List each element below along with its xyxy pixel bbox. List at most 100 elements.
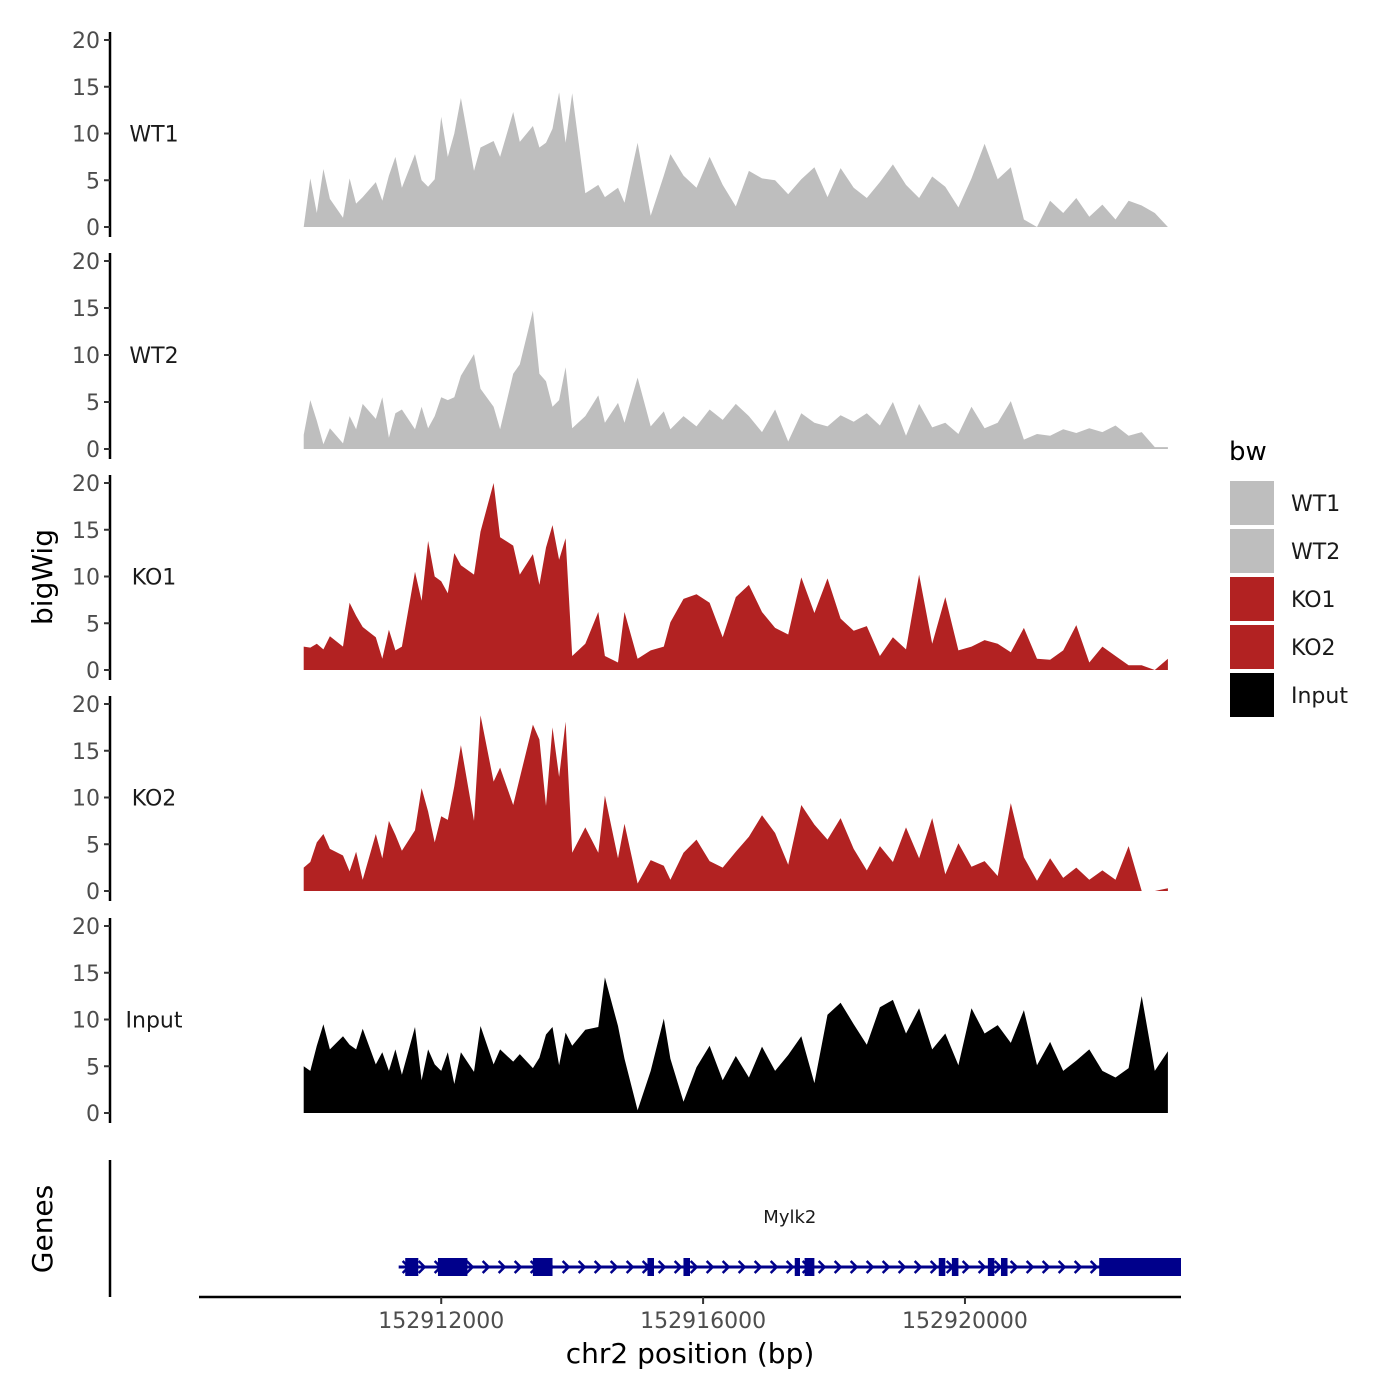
- strand-arrow: [1057, 1260, 1067, 1274]
- legend-label: Input: [1291, 684, 1348, 709]
- strand-arrow: [993, 1260, 1003, 1274]
- legend-entry-input: Input: [1228, 671, 1348, 719]
- strand-arrow: [577, 1260, 587, 1274]
- y-tick-label: 5: [86, 1055, 100, 1080]
- y-tick-label: 10: [72, 566, 100, 591]
- legend-swatch: [1228, 671, 1276, 719]
- strand-arrow: [865, 1260, 875, 1274]
- y-tick-label: 15: [72, 297, 100, 322]
- gene-mylk2: Mylk2: [398, 1207, 1181, 1276]
- strand-arrow: [513, 1260, 523, 1274]
- strand-arrow: [497, 1260, 507, 1274]
- y-tick-label: 0: [86, 880, 100, 905]
- exon: [951, 1258, 959, 1276]
- strand-arrow: [737, 1260, 747, 1274]
- strand-arrow: [881, 1260, 891, 1274]
- track-label-ko1: KO1: [132, 566, 177, 591]
- strand-arrow: [465, 1260, 475, 1274]
- area-ko2: [303, 715, 1168, 891]
- strand-arrow: [689, 1260, 699, 1274]
- legend-label: KO1: [1291, 588, 1336, 613]
- strand-arrow: [1089, 1260, 1099, 1274]
- area-ko1: [303, 483, 1168, 670]
- strand-arrow: [817, 1260, 827, 1274]
- legend-title: bw: [1229, 437, 1267, 467]
- track-label-wt2: WT2: [129, 344, 178, 369]
- y-axis-title: bigWig: [26, 529, 59, 625]
- y-tick-label: 10: [72, 123, 100, 148]
- exon: [683, 1258, 690, 1276]
- y-tick-label: 15: [72, 76, 100, 101]
- strand-arrow: [785, 1260, 795, 1274]
- strand-arrow: [417, 1260, 427, 1274]
- y-tick-label: 20: [72, 915, 100, 940]
- strand-arrow: [849, 1260, 859, 1274]
- legend-label: WT2: [1291, 540, 1340, 565]
- exon: [437, 1258, 468, 1276]
- exon: [532, 1258, 553, 1276]
- x-tick-label: 152916000: [640, 1309, 766, 1334]
- track-ko2: 0 5 10 15 20 KO2: [72, 693, 1168, 905]
- track-label-input: Input: [126, 1009, 183, 1034]
- strand-arrow: [1041, 1260, 1051, 1274]
- track-input: 0 5 10 15 20 Input: [72, 915, 1168, 1127]
- y-tick-label: 20: [72, 472, 100, 497]
- strand-arrow: [705, 1260, 715, 1274]
- y-tick-label: 20: [72, 250, 100, 275]
- x-axis: 152912000 152916000 152920000: [199, 1295, 1181, 1334]
- legend-swatch: [1228, 575, 1276, 623]
- exon: [405, 1258, 419, 1276]
- genes-track: Mylk2: [108, 1160, 1181, 1297]
- y-tick-label: 10: [72, 1009, 100, 1034]
- y-tick-label: 15: [72, 519, 100, 544]
- strand-arrow: [481, 1260, 491, 1274]
- strand-arrow: [913, 1260, 923, 1274]
- y-tick-label: 0: [86, 438, 100, 463]
- strand-arrow: [609, 1260, 619, 1274]
- strand-arrow: [1009, 1260, 1019, 1274]
- exon: [1000, 1258, 1008, 1276]
- legend-label: KO2: [1291, 636, 1336, 661]
- y-tick-label: 10: [72, 787, 100, 812]
- y-tick-label: 5: [86, 833, 100, 858]
- area-input: [303, 977, 1168, 1113]
- exon: [804, 1258, 815, 1276]
- strand-arrow: [561, 1260, 571, 1274]
- strand-arrow: [625, 1260, 635, 1274]
- strand-arrow: [961, 1260, 971, 1274]
- y-tick-label: 5: [86, 612, 100, 637]
- legend-entry-ko2: KO2: [1228, 623, 1336, 671]
- strand-arrow: [753, 1260, 763, 1274]
- legend-entry-wt1: WT1: [1228, 479, 1340, 527]
- legend-entry-wt2: WT2: [1228, 527, 1340, 575]
- strand-arrow: [657, 1260, 667, 1274]
- strand-arrow: [929, 1260, 939, 1274]
- strand-arrow: [769, 1260, 779, 1274]
- exon: [938, 1258, 946, 1276]
- strand-arrow: [977, 1260, 987, 1274]
- y-tick-label: 0: [86, 659, 100, 684]
- y-tick-label: 10: [72, 344, 100, 369]
- y-tick-label: 5: [86, 169, 100, 194]
- x-tick-label: 152912000: [378, 1309, 504, 1334]
- y-tick-label: 5: [86, 391, 100, 416]
- strand-arrow: [593, 1260, 603, 1274]
- area-wt2: [303, 310, 1168, 449]
- track-label-ko2: KO2: [132, 787, 177, 812]
- y-tick-label: 15: [72, 962, 100, 987]
- bigwig-tracks: 0 5 10 15 20 WT1 0 5 10 15 20 WT2 0 5 10 15 20 KO1 0 5 10 15 2…: [72, 29, 1168, 1127]
- area-wt1: [303, 92, 1168, 228]
- strand-arrow: [1073, 1260, 1083, 1274]
- legend-swatch: [1228, 527, 1276, 575]
- exon: [1099, 1258, 1181, 1276]
- exon: [794, 1258, 800, 1276]
- track-label-wt1: WT1: [129, 123, 178, 148]
- x-axis-title: chr2 position (bp): [566, 1337, 815, 1370]
- track-wt2: 0 5 10 15 20 WT2: [72, 250, 1168, 463]
- strand-arrow: [897, 1260, 907, 1274]
- track-ko1: 0 5 10 15 20 KO1: [72, 472, 1168, 684]
- legend-swatch: [1228, 479, 1276, 527]
- legend-swatch: [1228, 623, 1276, 671]
- y-tick-label: 15: [72, 740, 100, 765]
